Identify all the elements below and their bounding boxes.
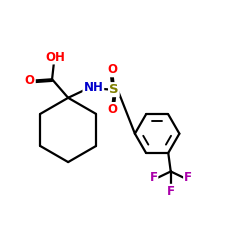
Text: F: F	[150, 171, 158, 184]
Text: OH: OH	[46, 50, 66, 64]
Text: O: O	[108, 103, 118, 116]
Text: NH: NH	[84, 81, 103, 94]
Text: F: F	[184, 171, 192, 184]
Text: O: O	[25, 74, 35, 86]
Text: S: S	[109, 83, 119, 96]
Text: F: F	[167, 185, 175, 198]
Text: O: O	[108, 63, 118, 76]
